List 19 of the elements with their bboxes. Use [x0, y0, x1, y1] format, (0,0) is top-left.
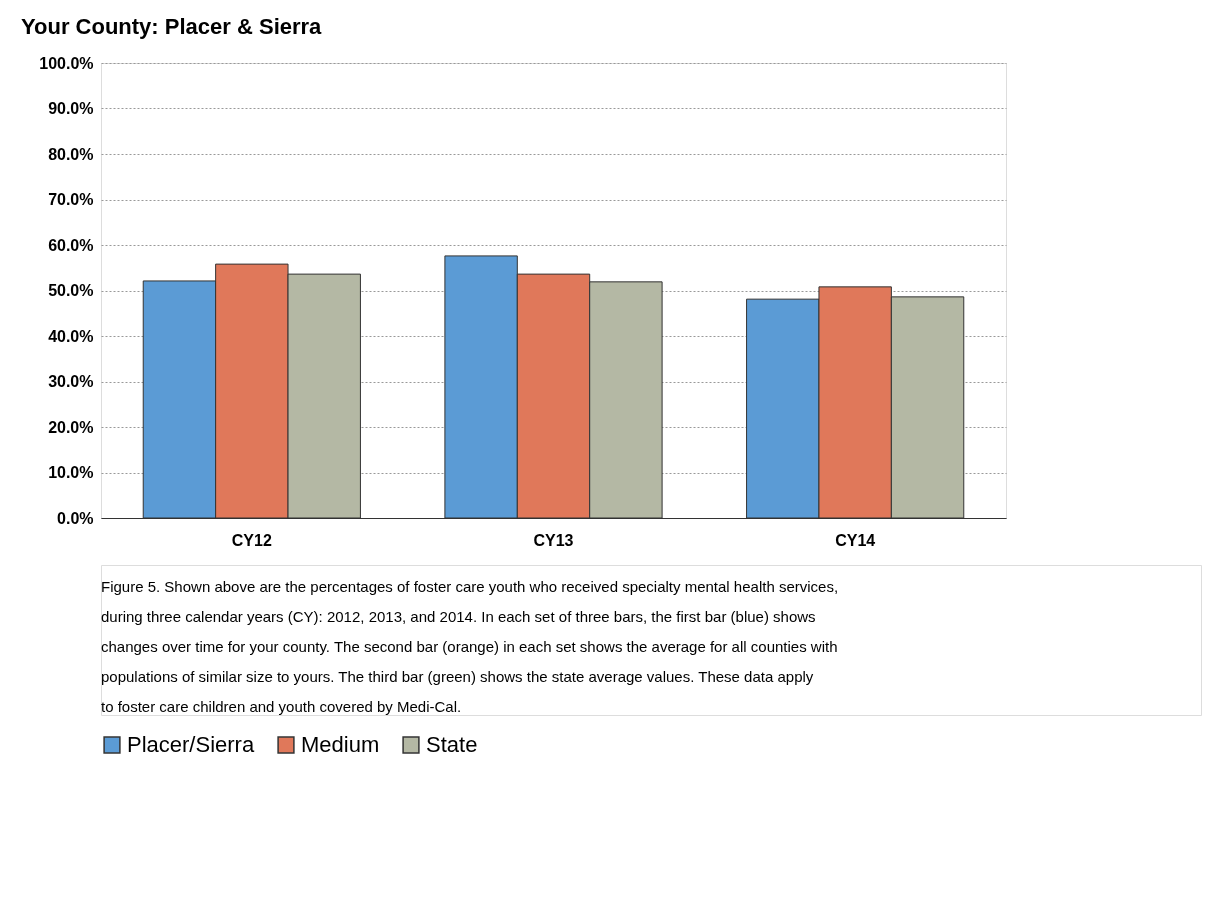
y-tick-label: 30.0%: [48, 373, 94, 390]
caption: Figure 5. Shown above are the percentages of foster care youth who received specialty mental health services, during three calendar years (CY): 2012, 2013, and 2014. In each set of three bars, the first bar (blue) shows changes over time for your county. The second bar (orange) in each set shows the average for all counties with populations of similar size to yours. The third bar (green) shows the state average values. These data apply to foster care children and youth covered by Medi-Cal.: [101, 578, 839, 715]
y-tick-label: 80.0%: [48, 145, 94, 163]
legend-label: Medium: [301, 732, 380, 757]
y-tick-label: 0.0%: [57, 509, 94, 527]
y-tick-label: 60.0%: [48, 236, 94, 254]
y-tick-label: 20.0%: [48, 418, 94, 436]
y-tick-label: 70.0%: [48, 191, 94, 208]
legend-label: Placer/Sierra: [127, 732, 255, 757]
y-tick-label: 90.0%: [48, 100, 94, 117]
x-tick-label: CY13: [533, 531, 574, 549]
legend-label: State: [426, 732, 478, 757]
chart-title: Your County: Placer & Sierra: [21, 14, 323, 39]
x-tick-label: CY12: [231, 531, 272, 549]
y-tick-label: 10.0%: [48, 464, 94, 481]
x-tick-label: CY14: [835, 531, 876, 549]
y-tick-label: 40.0%: [48, 327, 94, 345]
y-tick-label: 50.0%: [48, 282, 94, 299]
y-tick-label: 100.0%: [39, 54, 94, 72]
